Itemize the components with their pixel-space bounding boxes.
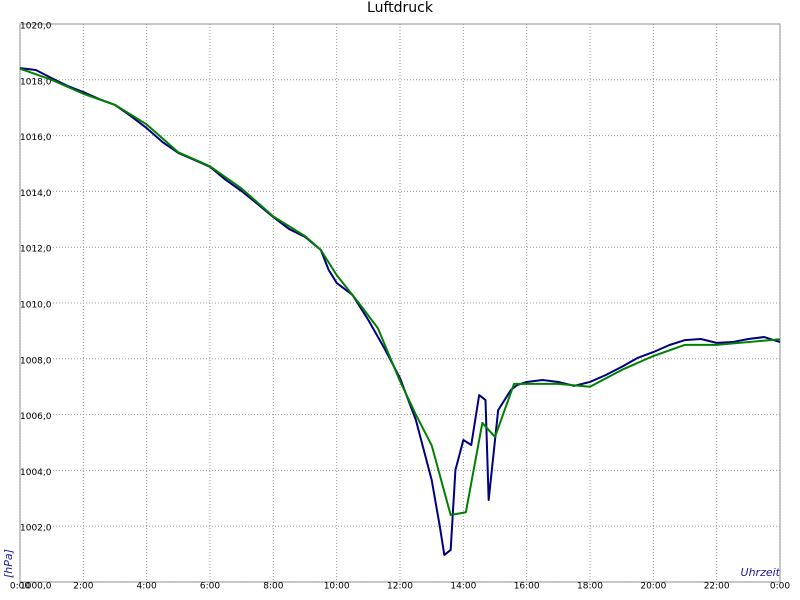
x-tick-label: 18:00 — [577, 582, 603, 592]
y-tick-label: 1006,0 — [20, 412, 52, 422]
x-tick-label: 10:00 — [324, 582, 350, 592]
y-tick-label: 1018,0 — [20, 77, 52, 87]
x-tick-label: 14:00 — [450, 582, 476, 592]
x-tick-label: 12:00 — [387, 582, 413, 592]
y-tick-label: 1016,0 — [20, 133, 52, 143]
x-tick-label: 16:00 — [514, 582, 540, 592]
x-tick-label: 2:00 — [73, 582, 93, 592]
y-tick-label: 1002,0 — [20, 524, 52, 534]
x-tick-label: 0:00 — [10, 582, 30, 592]
x-tick-label: 22:00 — [704, 582, 730, 592]
y-tick-label: 1000,0 — [20, 582, 52, 592]
line-series — [19, 67, 781, 556]
y-tick-label: 1014,0 — [20, 189, 52, 199]
x-tick-label: 4:00 — [137, 582, 157, 592]
x-tick-label: 8:00 — [263, 582, 283, 592]
line-series — [19, 67, 781, 517]
x-tick-label: 6:00 — [200, 582, 220, 592]
y-tick-label: 1012,0 — [20, 245, 52, 255]
x-tick-label: 0:00 — [770, 582, 790, 592]
y-tick-label: 1010,0 — [20, 301, 52, 311]
x-axis-label: Uhrzeit — [741, 566, 781, 579]
y-tick-label: 1004,0 — [20, 468, 52, 478]
y-axis-label: [hPa] — [2, 549, 15, 578]
x-tick-label: 20:00 — [640, 582, 666, 592]
y-tick-label: 1020,0 — [20, 22, 52, 32]
y-tick-label: 1008,0 — [20, 356, 52, 366]
chart-title: Luftdruck — [367, 0, 434, 16]
